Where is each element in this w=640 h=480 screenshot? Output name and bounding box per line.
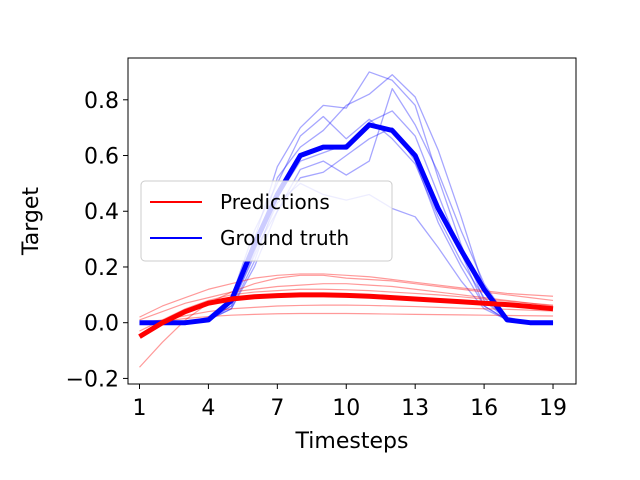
legend-label-ground-truth: Ground truth [220,226,349,250]
legend-label-predictions: Predictions [220,190,330,214]
x-tick-label: 10 [332,396,360,421]
plot-lines [138,71,554,368]
legend-box [140,180,393,262]
y-tick-label: −0.2 [66,367,119,392]
x-tick-label: 7 [270,396,284,421]
x-tick-label: 16 [470,396,498,421]
plot-frame [127,57,577,385]
prediction-sample-line-5 [139,312,554,324]
y-tick-label: 0.8 [84,89,119,114]
x-tick-label: 13 [401,396,429,421]
y-tick-label: 0.0 [84,312,119,337]
y-axis-label: Target [19,187,44,256]
legend: Predictions Ground truth [140,180,393,262]
y-axis: −0.2 0.0 0.2 0.4 0.6 0.8 [66,89,128,392]
y-tick-label: 0.6 [84,145,119,170]
x-tick-label: 1 [132,396,146,421]
prediction-sample-line-6 [139,288,554,332]
x-tick-label: 4 [201,396,215,421]
x-axis: 1 4 7 10 13 16 19 [132,384,567,421]
prediction-sample-line-3 [139,283,554,321]
y-tick-label: 0.2 [84,256,119,281]
x-tick-label: 19 [539,396,567,421]
prediction-mean-line [138,292,554,339]
prediction-sample-line-4 [139,304,554,324]
x-axis-label: Timesteps [295,429,409,454]
y-tick-label: 0.4 [84,200,119,225]
ground-truth-mean-line [139,122,554,326]
